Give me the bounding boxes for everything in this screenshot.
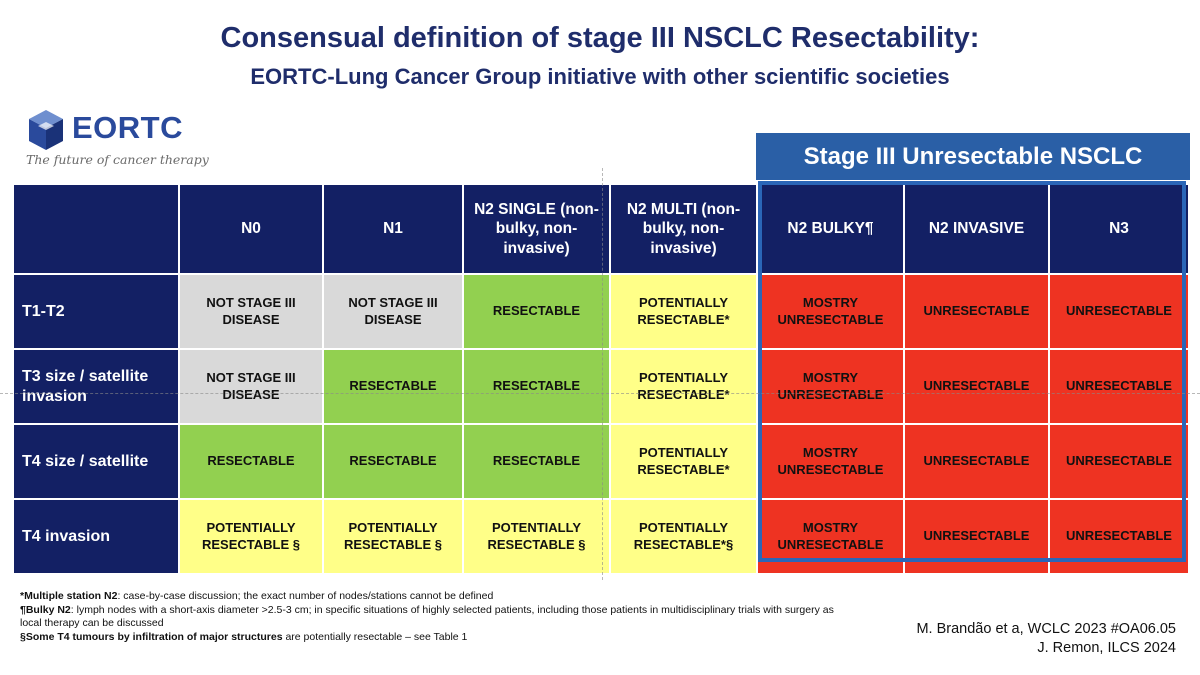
table-cell: UNRESECTABLE <box>905 500 1048 573</box>
table-cell: UNRESECTABLE <box>1050 350 1188 423</box>
eortc-cube-icon <box>29 110 63 150</box>
table-cell: NOT STAGE III DISEASE <box>324 275 462 348</box>
table-cell: UNRESECTABLE <box>1050 500 1188 573</box>
footnotes: *Multiple station N2: case-by-case discu… <box>20 590 840 645</box>
citation-line-1: M. Brandão et a, WCLC 2023 #OA06.05 <box>916 621 1176 637</box>
table-cell: RESECTABLE <box>324 350 462 423</box>
row-header: T4 invasion <box>14 500 178 573</box>
column-header: N2 MULTI (non-bulky, non-invasive) <box>611 185 756 273</box>
table-cell: NOT STAGE III DISEASE <box>180 350 322 423</box>
footnote: ¶Bulky N2: lymph nodes with a short-axis… <box>20 604 840 631</box>
table-cell: POTENTIALLY RESECTABLE § <box>324 500 462 573</box>
page-subtitle: EORTC-Lung Cancer Group initiative with … <box>250 64 950 89</box>
table-cell: NOT STAGE III DISEASE <box>180 275 322 348</box>
table-cell: UNRESECTABLE <box>905 425 1048 498</box>
footnote-text: are potentially resectable – see Table 1 <box>282 630 468 643</box>
table-cell: POTENTIALLY RESECTABLE* <box>611 350 756 423</box>
column-header: N2 SINGLE (non-bulky, non-invasive) <box>464 185 609 273</box>
table-cell: MOSTRY UNRESECTABLE <box>758 350 903 423</box>
eortc-logo: EORTC The future of cancer therapy <box>26 106 226 176</box>
guide-line-horizontal <box>0 393 1200 394</box>
table-cell: RESECTABLE <box>324 425 462 498</box>
footnote-text: : lymph nodes with a short-axis diameter… <box>20 603 834 630</box>
column-header: N0 <box>180 185 322 273</box>
table-cell: UNRESECTABLE <box>905 275 1048 348</box>
table-cell: UNRESECTABLE <box>1050 275 1188 348</box>
table-cell: POTENTIALLY RESECTABLE § <box>464 500 609 573</box>
row-header: T3 size / satellite invasion <box>14 350 178 423</box>
table-cell: UNRESECTABLE <box>905 350 1048 423</box>
footnote-lead: §Some T4 tumours by infiltration of majo… <box>20 630 283 643</box>
row-header: T4 size / satellite <box>14 425 178 498</box>
footnote-lead: ¶Bulky N2 <box>20 603 71 616</box>
table-cell: POTENTIALLY RESECTABLE*§ <box>611 500 756 573</box>
table-cell: RESECTABLE <box>180 425 322 498</box>
table-corner-cell <box>14 185 178 273</box>
row-header: T1-T2 <box>14 275 178 348</box>
table-cell: POTENTIALLY RESECTABLE* <box>611 275 756 348</box>
citation-line-2: J. Remon, ILCS 2024 <box>1037 639 1176 656</box>
footnote-text: : case-by-case discussion; the exact num… <box>117 590 494 602</box>
column-header: N3 <box>1050 185 1188 273</box>
table-cell: RESECTABLE <box>464 275 609 348</box>
stage-iii-unresectable-banner: Stage III Unresectable NSCLC <box>756 133 1190 180</box>
citation: M. Brandão et a, WCLC 2023 #OA06.05 J. R… <box>916 620 1176 658</box>
table-cell: MOSTRY UNRESECTABLE <box>758 275 903 348</box>
footnote-lead: *Multiple station N2 <box>20 590 118 602</box>
column-header: N2 BULKY¶ <box>758 185 903 273</box>
table-cell: UNRESECTABLE <box>1050 425 1188 498</box>
table-cell: RESECTABLE <box>464 425 609 498</box>
table-cell: POTENTIALLY RESECTABLE* <box>611 425 756 498</box>
table-cell: MOSTRY UNRESECTABLE <box>758 500 903 573</box>
column-header: N2 INVASIVE <box>905 185 1048 273</box>
page-title: Consensual definition of stage III NSCLC… <box>220 22 980 54</box>
table-cell: POTENTIALLY RESECTABLE § <box>180 500 322 573</box>
table-cell: RESECTABLE <box>464 350 609 423</box>
column-header: N1 <box>324 185 462 273</box>
resectability-table: N0 N1 N2 SINGLE (non-bulky, non-invasive) N… <box>14 185 1188 573</box>
footnote: §Some T4 tumours by infiltration of majo… <box>20 631 840 645</box>
table-cell: MOSTRY UNRESECTABLE <box>758 425 903 498</box>
logo-wordmark: EORTC <box>72 110 183 145</box>
footnote: *Multiple station N2: case-by-case discu… <box>20 590 840 604</box>
logo-tagline: The future of cancer therapy <box>26 152 209 167</box>
guide-line-vertical <box>602 168 603 580</box>
